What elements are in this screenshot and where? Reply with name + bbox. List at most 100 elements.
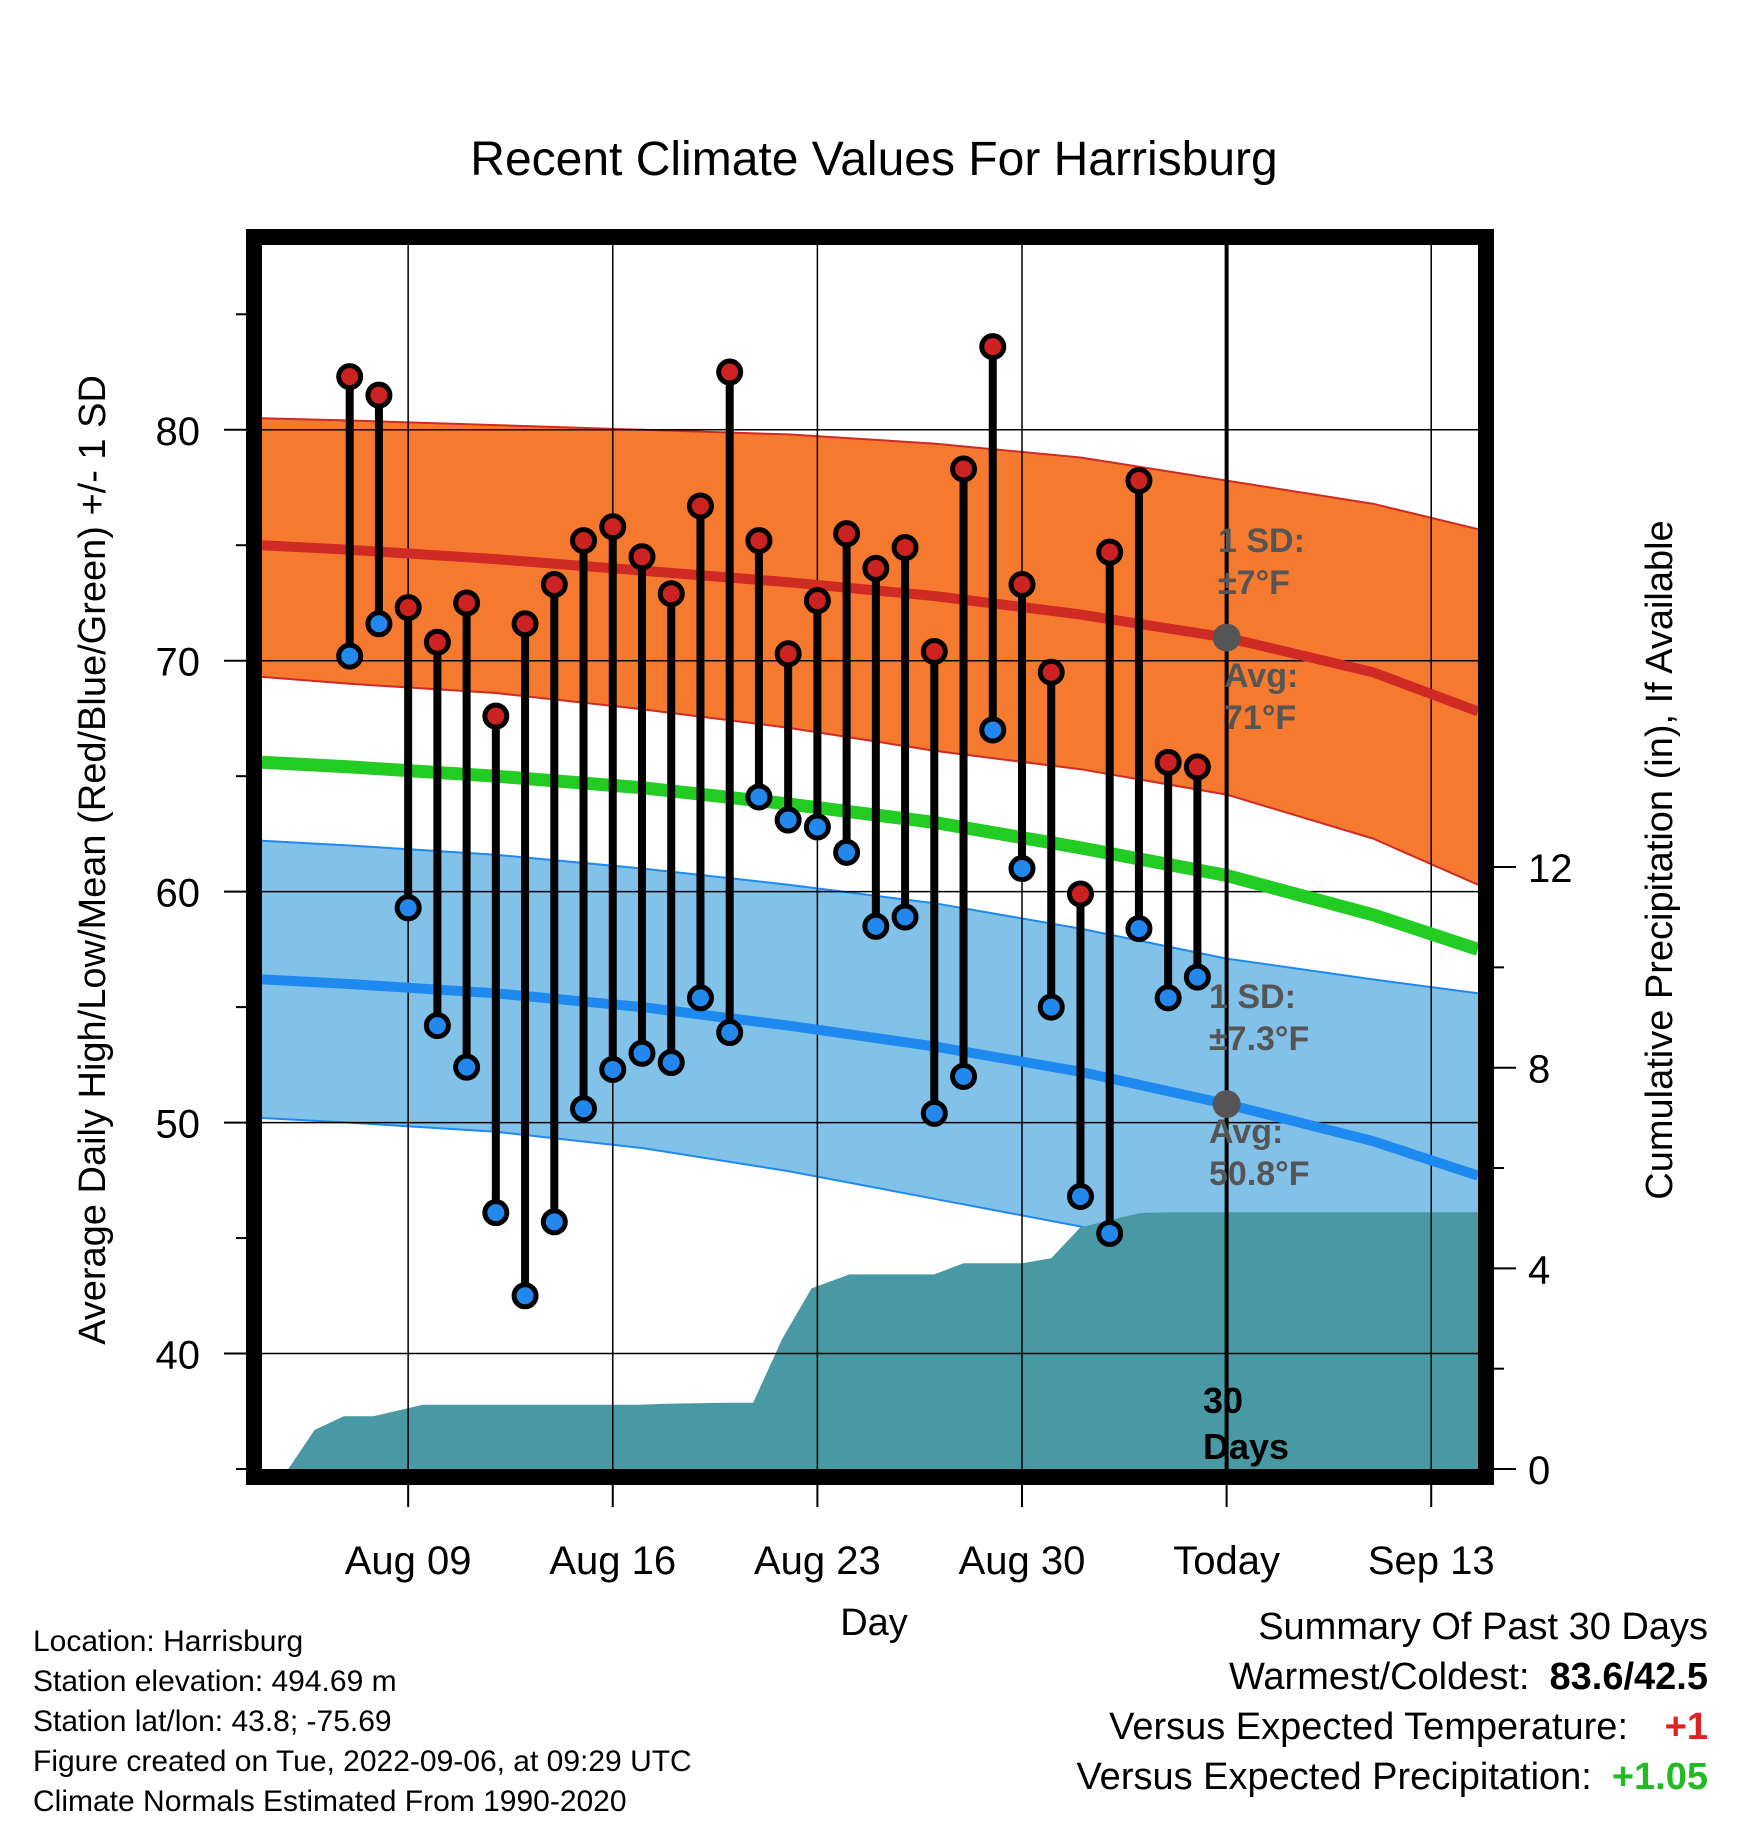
temp-label: Versus Expected Temperature: (1109, 1706, 1628, 1748)
daily-high-point (774, 640, 802, 668)
low-avg-label: Avg: (1209, 1113, 1283, 1151)
daily-low-point (453, 1053, 481, 1081)
daily-high-point (1183, 753, 1211, 781)
precip-value: +1.05 (1611, 1756, 1708, 1798)
today-low-normal-dot (1212, 1090, 1241, 1119)
high-sd-label: 1 SD: (1218, 522, 1305, 560)
station-info: Location: Harrisburg Station elevation: … (33, 1622, 692, 1822)
daily-low-point (803, 813, 831, 841)
low-sd-label: 1 SD: (1209, 978, 1296, 1016)
high-sd-value: ±7°F (1218, 564, 1290, 602)
daily-high-point (336, 363, 364, 391)
daily-low-point (482, 1199, 510, 1227)
daily-low-point (745, 783, 773, 811)
daily-low-point (1183, 963, 1211, 991)
daily-high-point (716, 358, 744, 386)
normal-mean-line (262, 755, 1478, 956)
summary-temp-row: Versus Expected Temperature: +1 (1076, 1702, 1708, 1752)
daily-high-point (628, 543, 656, 571)
y2-tick-label: 4 (1528, 1248, 1550, 1292)
daily-low-point (1037, 993, 1065, 1021)
daily-low-point (1125, 915, 1153, 943)
daily-high-point (1037, 658, 1065, 686)
precipitation-area (288, 1212, 1478, 1469)
daily-high-point (1008, 570, 1036, 598)
x-tick-label: Aug 23 (754, 1539, 881, 1583)
daily-high-point (570, 527, 598, 555)
chart-title: Recent Climate Values For Harrisburg (470, 133, 1277, 186)
daily-low-point (686, 984, 714, 1012)
daily-low-point (950, 1062, 978, 1090)
y2-tick-label: 12 (1528, 847, 1573, 891)
daily-low-point (394, 894, 422, 922)
plot-content (262, 245, 1478, 1469)
daily-low-point (540, 1208, 568, 1236)
daily-low-point (1066, 1182, 1094, 1210)
daily-high-point (862, 554, 890, 582)
today-high-normal-dot (1212, 623, 1241, 652)
daily-high-point (657, 580, 685, 608)
y2-tick-label: 0 (1528, 1449, 1550, 1493)
daily-high-point (920, 637, 948, 665)
daily-low-point (599, 1055, 627, 1083)
y-tick-label: 70 (156, 641, 201, 685)
daily-low-point (1008, 855, 1036, 883)
summary-warm-cold-row: Warmest/Coldest: 83.6/42.5 (1076, 1652, 1708, 1702)
info-elevation: Station elevation: 494.69 m (33, 1665, 397, 1698)
daily-high-point (365, 381, 393, 409)
info-created: Figure created on Tue, 2022-09-06, at 09… (33, 1745, 692, 1778)
daily-high-point (540, 570, 568, 598)
daily-low-point (657, 1049, 685, 1077)
warm-cold-value: 83.6/42.5 (1549, 1656, 1708, 1698)
daily-high-point (1154, 748, 1182, 776)
low-sd-upper-edge (262, 839, 1478, 995)
plot-area: 1 SD: ±7°F Avg: 71°F 1 SD: ±7.3°F Avg: 50.8°F 30… (156, 229, 1573, 1583)
daily-high-point (1096, 538, 1124, 566)
daily-low-point (336, 642, 364, 670)
high-sd-upper-edge (262, 417, 1478, 531)
daily-high-point (745, 527, 773, 555)
high-avg-value: 71°F (1224, 699, 1296, 737)
daily-high-point (891, 534, 919, 562)
info-latlon: Station lat/lon: 43.8; -75.69 (33, 1705, 392, 1738)
warm-cold-label: Warmest/Coldest: (1228, 1656, 1530, 1698)
daily-high-point (1125, 467, 1153, 495)
daily-low-point (511, 1282, 539, 1310)
daily-low-point (1154, 984, 1182, 1012)
daily-low-point (979, 716, 1007, 744)
daily-low-point (833, 838, 861, 866)
y-tick-label: 50 (156, 1103, 201, 1147)
normal-high-line (262, 540, 1478, 717)
y-tick-label: 40 (156, 1334, 201, 1378)
x-axis-label: Day (840, 1602, 908, 1644)
x-tick-label: Aug 30 (959, 1539, 1086, 1583)
high-sd-lower-edge (262, 675, 1478, 886)
summary-precip-row: Versus Expected Precipitation: +1.05 (1076, 1752, 1708, 1802)
daily-low-point (891, 903, 919, 931)
temp-value: +1 (1664, 1706, 1708, 1748)
daily-high-point (453, 589, 481, 617)
daily-high-point (1066, 880, 1094, 908)
y2-tick-label: 8 (1528, 1048, 1550, 1092)
y-axis-label: Average Daily High/Low/Mean (Red/Blue/Gr… (72, 375, 114, 1345)
daily-low-point (628, 1039, 656, 1067)
y-tick-label: 60 (156, 872, 201, 916)
high-avg-label: Avg: (1224, 657, 1298, 695)
summary-title: Summary Of Past 30 Days (1258, 1606, 1708, 1648)
daily-high-point (394, 594, 422, 622)
low-sd-value: ±7.3°F (1209, 1020, 1309, 1058)
daily-high-point (482, 702, 510, 730)
info-location: Location: Harrisburg (33, 1625, 304, 1658)
daily-low-point (570, 1095, 598, 1123)
today-label-line2: Days (1203, 1426, 1289, 1467)
daily-high-point (599, 513, 627, 541)
daily-low-point (716, 1019, 744, 1047)
y2-axis-label: Cumulative Precipitation (in), If Availa… (1639, 520, 1681, 1199)
daily-high-point (686, 492, 714, 520)
daily-low-point (774, 806, 802, 834)
plot-frame (246, 229, 1494, 1485)
daily-high-point (511, 610, 539, 638)
low-avg-value: 50.8°F (1209, 1155, 1310, 1193)
daily-low-point (365, 610, 393, 638)
daily-low-point (862, 912, 890, 940)
